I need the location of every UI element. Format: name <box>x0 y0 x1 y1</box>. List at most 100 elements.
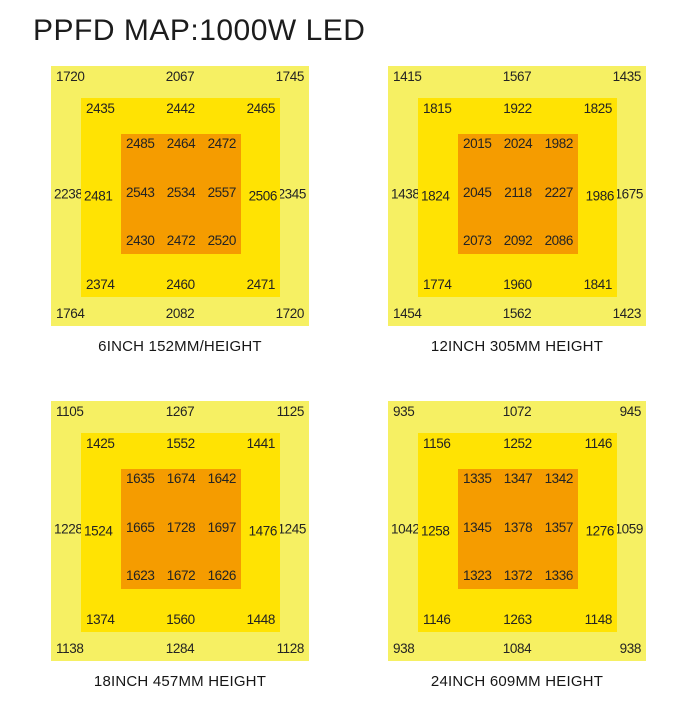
ppfd-value: 2374 <box>86 277 115 293</box>
ppfd-value: 1263 <box>503 612 532 628</box>
ppfd-panel-24inch: 935 1072 945 1042 1059 938 1084 938 1156… <box>388 401 646 701</box>
ppfd-value: 1128 <box>276 641 305 657</box>
panel-caption: 6INCH 152MM/HEIGHT <box>98 338 262 355</box>
ppfd-value: 2481 <box>84 187 113 203</box>
outer-zone: 935 1072 945 1042 1059 938 1084 938 1156… <box>388 401 646 661</box>
panel-caption: 12INCH 305MM HEIGHT <box>430 338 604 355</box>
ppfd-value: 2092 <box>503 233 533 249</box>
ppfd-value: 1345 <box>463 519 492 535</box>
inner-zone: 1335 1347 1342 1345 1378 1357 1323 1372 … <box>458 469 578 589</box>
ppfd-value: 2345 <box>277 186 307 202</box>
ppfd-value: 1476 <box>248 522 278 538</box>
panel-caption: 18INCH 457MM HEIGHT <box>93 673 267 690</box>
ppfd-panel-12inch: 1415 1567 1435 1438 1675 1454 1562 1423 … <box>388 66 646 366</box>
panel-caption: 24INCH 609MM HEIGHT <box>430 673 604 690</box>
ppfd-value: 1675 <box>614 186 644 202</box>
ppfd-value: 2485 <box>126 136 155 151</box>
inner-zone: 1635 1674 1642 1665 1728 1697 1623 1672 … <box>121 469 241 589</box>
ppfd-value: 2472 <box>166 233 196 249</box>
middle-zone: 1815 1922 1825 1824 1986 1774 1960 1841 … <box>418 98 617 297</box>
ppfd-value: 2015 <box>463 136 492 151</box>
ppfd-value: 1824 <box>421 187 450 203</box>
ppfd-value: 1720 <box>275 306 305 322</box>
inner-row: 2073 2092 2086 <box>463 233 574 249</box>
ppfd-value: 1567 <box>502 69 532 84</box>
ppfd-value: 1922 <box>503 101 532 116</box>
inner-row: 1323 1372 1336 <box>463 568 574 584</box>
middle-zone: 1156 1252 1146 1258 1276 1146 1263 1148 … <box>418 433 617 632</box>
ppfd-value: 935 <box>393 404 415 419</box>
inner-row: 2543 2534 2557 <box>126 184 236 201</box>
ppfd-value: 1960 <box>503 277 532 293</box>
ppfd-value: 2465 <box>246 101 276 116</box>
ppfd-value: 1347 <box>503 471 533 486</box>
ppfd-value: 1228 <box>54 521 83 537</box>
ppfd-value: 1441 <box>246 436 276 451</box>
ppfd-value: 2460 <box>166 277 195 293</box>
ppfd-value: 1728 <box>166 519 196 535</box>
ppfd-value: 1454 <box>393 306 422 322</box>
ppfd-value: 1982 <box>544 136 574 151</box>
ppfd-value: 1764 <box>56 306 85 322</box>
ppfd-value: 2082 <box>165 306 195 322</box>
ppfd-value: 1342 <box>544 471 574 486</box>
ppfd-value: 1252 <box>503 436 532 451</box>
ppfd-value: 2238 <box>54 186 83 202</box>
ppfd-value: 1276 <box>585 522 615 538</box>
ppfd-value: 2435 <box>86 101 115 116</box>
ppfd-value: 1674 <box>166 471 196 486</box>
ppfd-value: 1562 <box>502 306 532 322</box>
ppfd-value: 1084 <box>502 641 532 657</box>
ppfd-value: 1626 <box>207 568 237 584</box>
inner-row: 1345 1378 1357 <box>463 519 574 536</box>
inner-zone: 2485 2464 2472 2543 2534 2557 2430 2472 … <box>121 134 241 254</box>
ppfd-value: 2534 <box>166 184 196 200</box>
ppfd-value: 1357 <box>544 519 574 535</box>
inner-row: 1623 1672 1626 <box>126 568 237 584</box>
ppfd-value: 1425 <box>86 436 115 451</box>
outer-zone: 1105 1267 1125 1228 1245 1138 1284 1128 … <box>51 401 309 661</box>
inner-row: 2485 2464 2472 <box>126 136 236 152</box>
ppfd-value: 2045 <box>463 184 492 200</box>
ppfd-value: 1284 <box>165 641 195 657</box>
ppfd-value: 2118 <box>504 184 532 200</box>
ppfd-value: 945 <box>619 404 642 419</box>
ppfd-value: 2086 <box>544 233 574 249</box>
ppfd-value: 2506 <box>248 187 278 203</box>
ppfd-value: 1986 <box>585 187 615 203</box>
page-title: PPFD MAP:1000W LED <box>33 14 366 47</box>
outer-zone: 1720 2067 1745 2238 2345 1764 2082 1720 … <box>51 66 309 326</box>
ppfd-value: 1672 <box>166 568 196 584</box>
ppfd-value: 1267 <box>165 404 195 419</box>
ppfd-value: 1697 <box>207 519 237 535</box>
ppfd-value: 1623 <box>126 568 155 584</box>
ppfd-value: 1105 <box>56 404 84 419</box>
ppfd-value: 1125 <box>276 404 305 419</box>
ppfd-value: 1423 <box>612 306 642 322</box>
inner-row: 1335 1347 1342 <box>463 471 574 487</box>
ppfd-value: 2471 <box>246 277 276 293</box>
ppfd-value: 938 <box>619 641 642 657</box>
inner-row: 2015 2024 1982 <box>463 136 574 152</box>
ppfd-value: 1072 <box>502 404 532 419</box>
inner-row: 2430 2472 2520 <box>126 233 236 249</box>
ppfd-value: 2067 <box>165 69 195 84</box>
ppfd-value: 2227 <box>544 184 574 200</box>
ppfd-value: 1552 <box>166 436 195 451</box>
ppfd-value: 1146 <box>423 612 451 628</box>
middle-zone: 1425 1552 1441 1524 1476 1374 1560 1448 … <box>81 433 280 632</box>
ppfd-value: 1258 <box>421 522 450 538</box>
ppfd-value: 2464 <box>166 136 196 151</box>
inner-row: 1665 1728 1697 <box>126 519 237 536</box>
inner-zone: 2015 2024 1982 2045 2118 2227 2073 2092 … <box>458 134 578 254</box>
ppfd-value: 1336 <box>544 568 574 584</box>
inner-row: 1635 1674 1642 <box>126 471 236 487</box>
ppfd-value: 1378 <box>503 519 533 535</box>
ppfd-panel-6inch: 1720 2067 1745 2238 2345 1764 2082 1720 … <box>51 66 309 366</box>
ppfd-value: 1374 <box>86 612 115 628</box>
ppfd-value: 2442 <box>166 101 195 116</box>
ppfd-value: 1774 <box>423 277 452 293</box>
outer-zone: 1415 1567 1435 1438 1675 1454 1562 1423 … <box>388 66 646 326</box>
ppfd-value: 1059 <box>614 521 644 537</box>
ppfd-value: 2543 <box>126 184 155 200</box>
